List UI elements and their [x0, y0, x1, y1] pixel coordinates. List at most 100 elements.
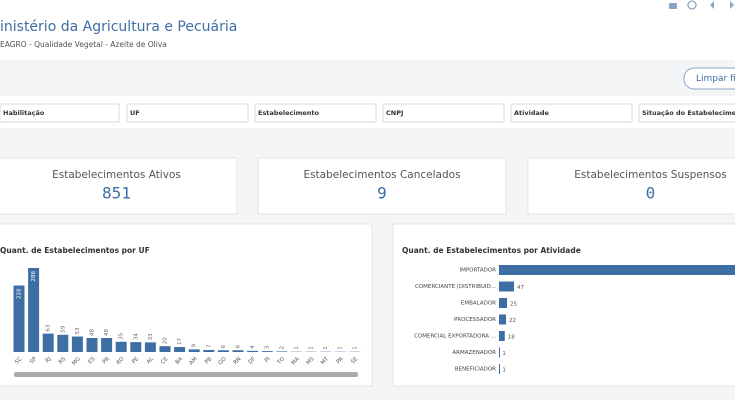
filter-label[interactable]: CNPJ	[386, 109, 403, 117]
bar[interactable]	[232, 350, 244, 352]
x-tick-label: TO	[276, 356, 287, 367]
bar[interactable]	[217, 350, 229, 352]
filter-box[interactable]	[382, 103, 505, 123]
bar[interactable]	[499, 331, 505, 341]
block-icon[interactable]	[687, 0, 697, 10]
kpi-value: 851	[102, 184, 131, 203]
next-icon[interactable]	[730, 1, 734, 9]
filter-label[interactable]: Habilitação	[3, 109, 45, 117]
kpi-label: Estabelecimentos Ativos	[52, 169, 181, 181]
bar[interactable]	[130, 342, 142, 352]
filter-label[interactable]: Situação do Estabelecimento	[642, 109, 735, 117]
page-title: inistério da Agricultura e Pecuária	[0, 19, 237, 35]
bar[interactable]	[203, 349, 215, 352]
bar[interactable]	[188, 349, 200, 352]
x-tick-label: RN	[233, 356, 243, 366]
value-label: 1	[323, 346, 329, 350]
x-tick-label: DF	[248, 356, 257, 365]
bar[interactable]	[159, 346, 171, 352]
x-tick-label: CE	[160, 356, 170, 366]
value-label: 1	[338, 346, 344, 350]
filter-label[interactable]: Estabelecimento	[258, 109, 319, 117]
filter-box[interactable]	[126, 103, 249, 123]
bar[interactable]	[71, 336, 83, 352]
x-tick-label: PB	[204, 356, 213, 365]
value-label: 1	[502, 368, 506, 374]
prev-icon[interactable]	[710, 1, 714, 9]
value-label: 1	[352, 346, 358, 350]
kpi-label: Estabelecimentos Cancelados	[303, 169, 460, 181]
bar[interactable]	[499, 281, 515, 292]
x-tick-label: GO	[218, 356, 229, 367]
value-label: 9	[192, 343, 198, 347]
kpi-value: 0	[646, 184, 656, 203]
x-tick-label: AM	[188, 356, 198, 366]
value-label: 48	[90, 329, 96, 336]
bar[interactable]	[13, 285, 25, 353]
clear-button-label[interactable]: Limpar fi	[696, 74, 735, 84]
x-tick-label: AL	[146, 356, 156, 366]
value-label: 2	[279, 346, 285, 350]
x-tick-label: MT	[320, 356, 330, 366]
lock-icon[interactable]	[669, 3, 677, 9]
filter-label[interactable]: UF	[130, 109, 140, 117]
value-label: 1	[309, 346, 315, 350]
value-label: 34	[133, 333, 139, 340]
filter-box[interactable]	[0, 103, 120, 123]
header-bg	[0, 0, 735, 60]
value-label: 25	[510, 302, 517, 308]
filter-box[interactable]	[510, 103, 633, 123]
kpi-card	[257, 157, 507, 215]
x-tick-label: BA	[174, 356, 184, 366]
bar[interactable]	[276, 351, 288, 352]
bar[interactable]	[144, 342, 156, 352]
bar[interactable]	[261, 351, 273, 352]
chart-card	[392, 223, 735, 387]
filter-box[interactable]	[254, 103, 377, 123]
value-label: 53	[75, 327, 81, 334]
value-label: 6	[221, 344, 227, 348]
value-label: 228	[17, 288, 23, 299]
kpi-label: Estabelecimentos Suspensos	[574, 169, 726, 181]
value-label: 63	[46, 324, 52, 331]
toolbar-icons	[669, 0, 734, 10]
bar[interactable]	[57, 334, 69, 352]
filter-label[interactable]: Atividade	[514, 109, 550, 117]
x-tick-label: SC	[14, 356, 24, 366]
x-tick-label: MG	[71, 356, 82, 367]
x-tick-label: MS	[305, 356, 315, 366]
x-tick-label: SP	[29, 356, 39, 366]
page-subtitle: EAGRO - Qualidade Vegetal - Azeite de Ol…	[0, 40, 167, 49]
bar[interactable]	[101, 338, 113, 352]
value-label: 1	[502, 351, 506, 357]
value-label: 59	[60, 325, 66, 332]
value-label: 17	[177, 338, 183, 345]
y-tick-label: ARMAZENADOR	[452, 350, 496, 356]
value-label: 47	[517, 285, 524, 291]
bar[interactable]	[42, 333, 54, 352]
value-label: 3	[265, 345, 271, 349]
y-tick-label: PROCESSADOR	[454, 317, 496, 323]
bar[interactable]	[499, 298, 508, 308]
bar[interactable]	[499, 364, 500, 374]
bar[interactable]	[115, 341, 127, 352]
bar[interactable]	[174, 347, 186, 352]
chart-card	[0, 223, 373, 387]
filter-box[interactable]	[638, 103, 735, 123]
bar[interactable]	[499, 265, 735, 275]
value-label: 48	[104, 329, 110, 336]
value-label: 288	[31, 271, 37, 282]
clear-button[interactable]	[683, 67, 735, 90]
kpi-card	[527, 157, 735, 215]
bar[interactable]	[499, 314, 507, 325]
value-label: 20	[163, 337, 169, 344]
bar[interactable]	[499, 347, 500, 358]
bar[interactable]	[247, 350, 259, 352]
bar[interactable]	[28, 268, 40, 352]
x-tick-label: PE	[131, 356, 140, 365]
x-tick-label: SE	[350, 356, 360, 366]
scrollbar[interactable]	[14, 372, 358, 377]
bar[interactable]	[86, 338, 98, 352]
